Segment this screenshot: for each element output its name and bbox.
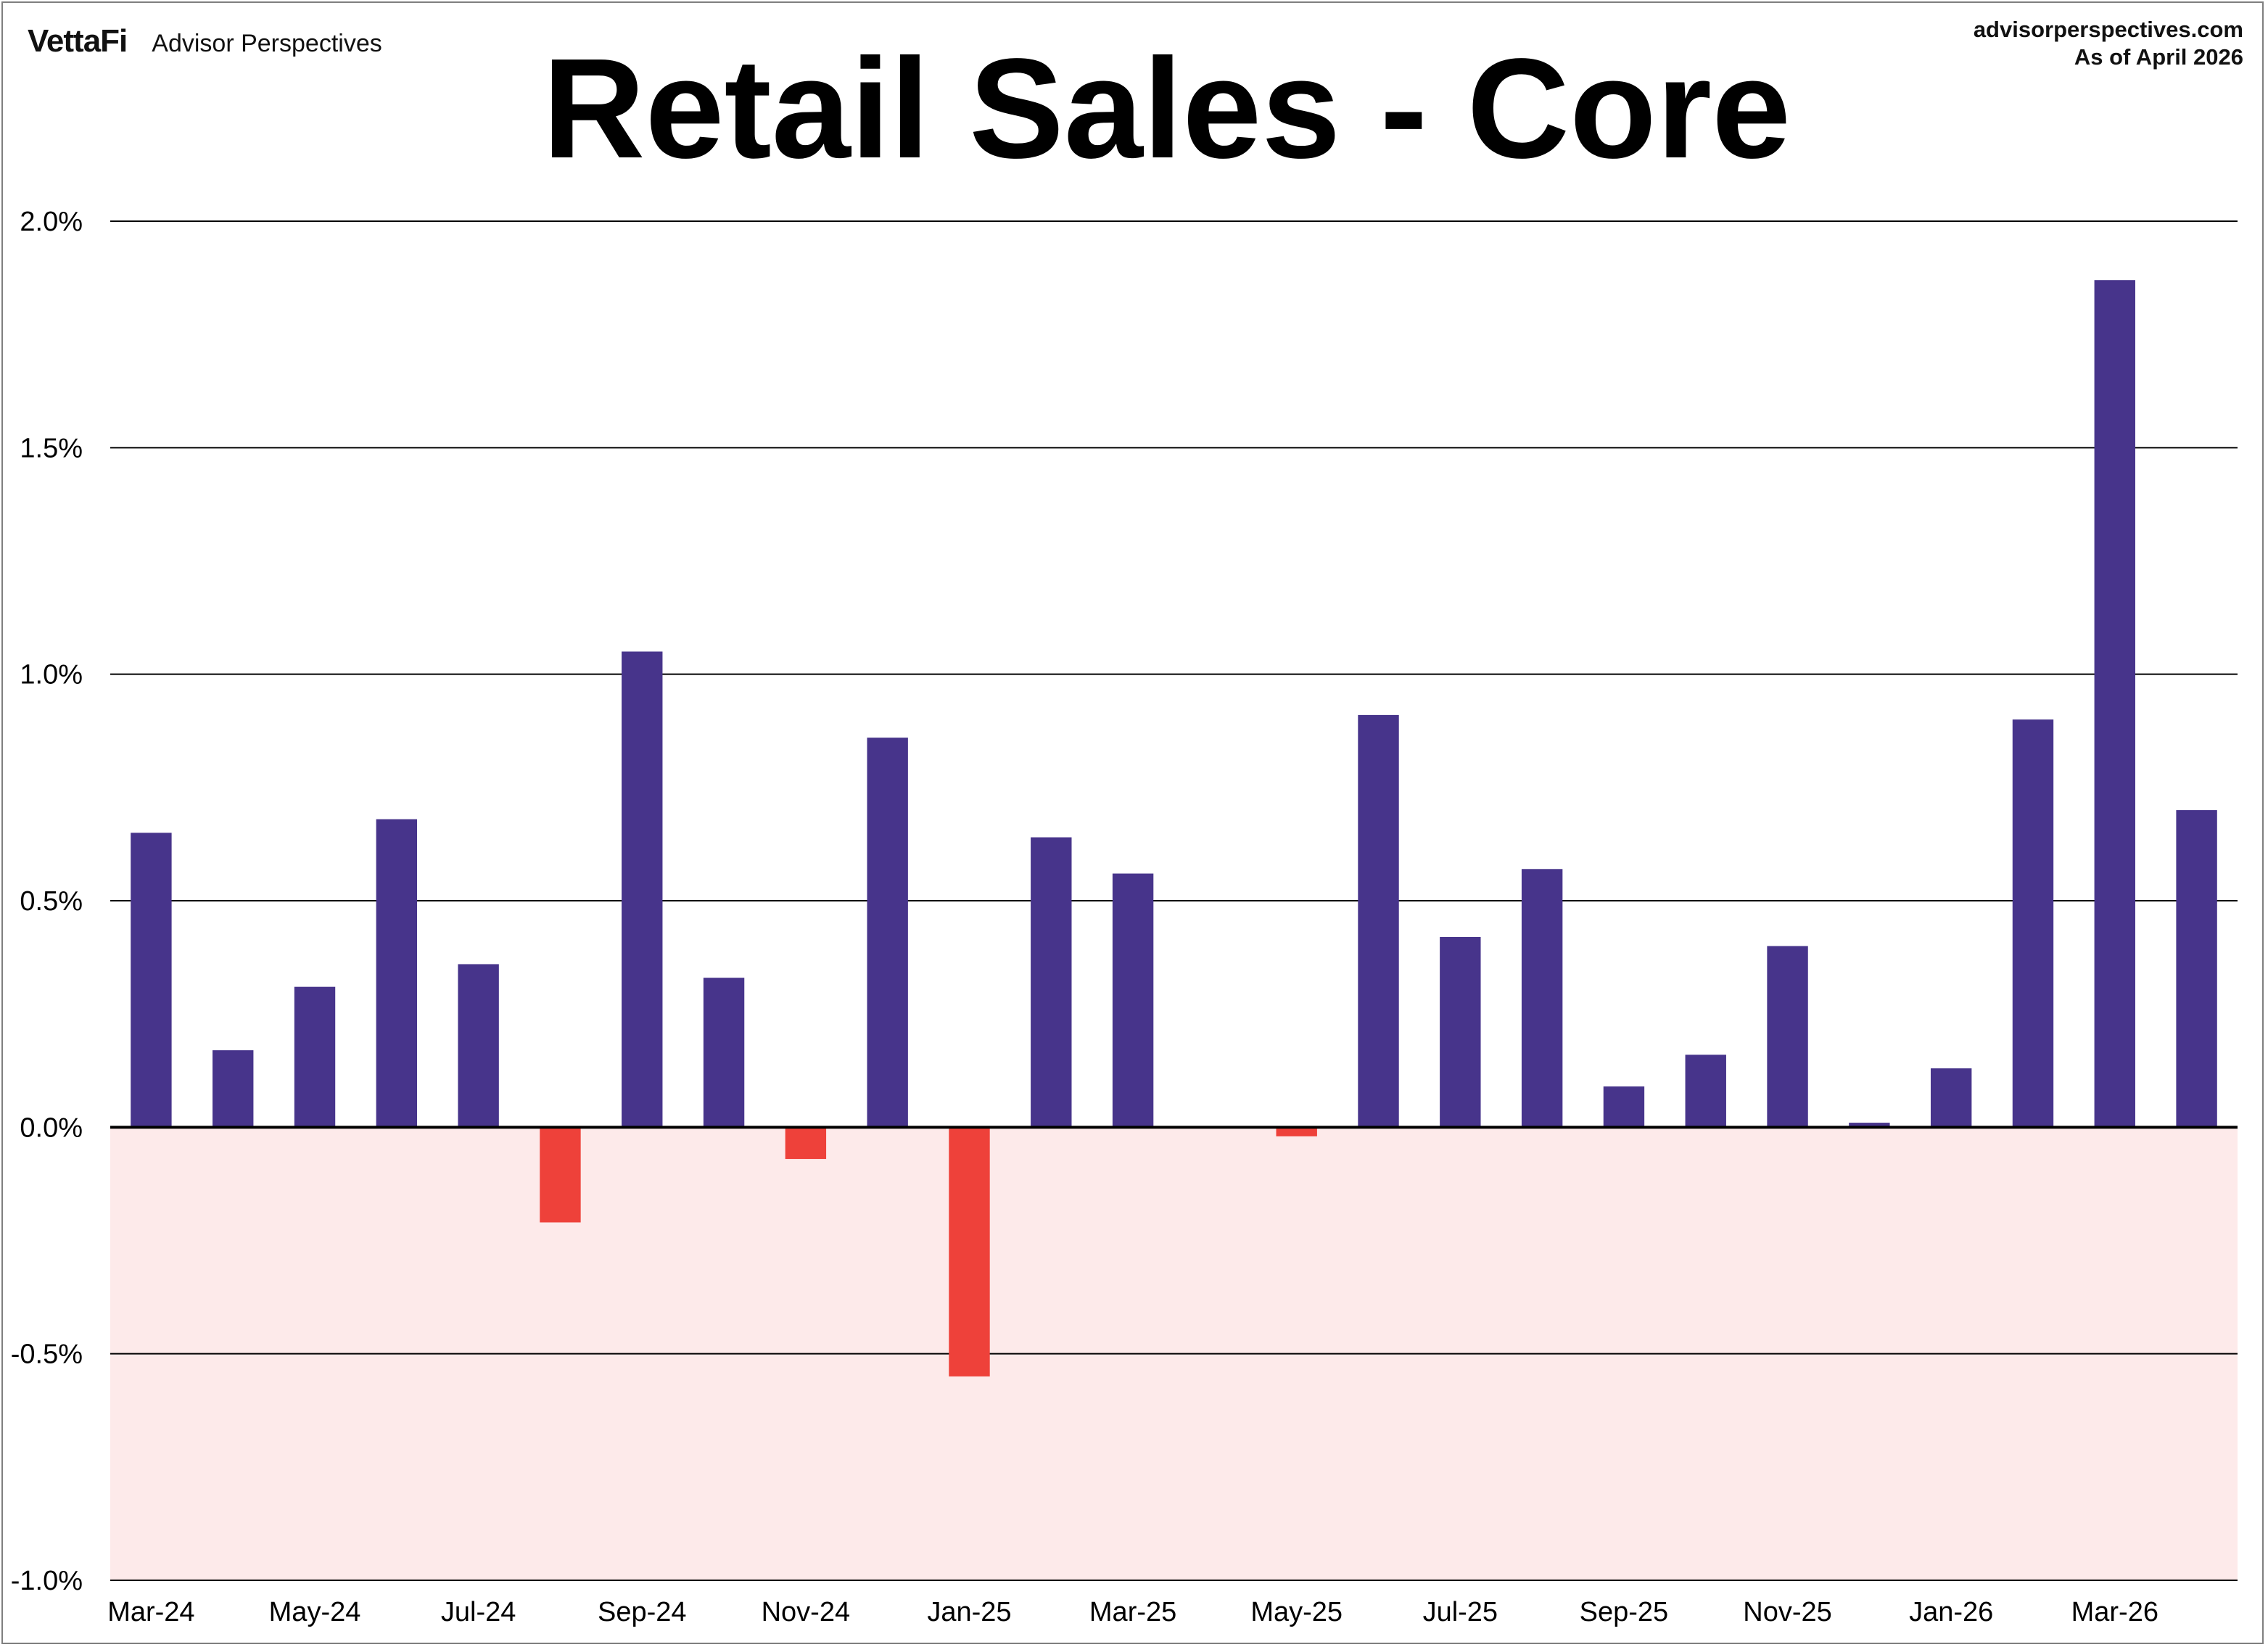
bar-Dec-25: [1849, 1123, 1890, 1128]
bar-Oct-24: [703, 978, 745, 1128]
brand-logo: VettaFi: [28, 23, 128, 59]
bar-Jul-25: [1440, 936, 1481, 1128]
y-tick-label: -0.5%: [11, 1340, 83, 1370]
bar-Aug-25: [1521, 869, 1563, 1128]
bar-Jun-24: [376, 819, 418, 1128]
x-tick-label: May-24: [269, 1597, 361, 1627]
source-block: advisorperspectives.com As of April 2026: [1974, 16, 2243, 71]
y-tick-label: 2.0%: [20, 207, 83, 237]
bar-Jan-25: [949, 1127, 990, 1376]
bar-Sep-25: [1603, 1086, 1645, 1128]
bar-Mar-26: [2094, 280, 2135, 1128]
bar-Apr-26: [2176, 810, 2217, 1128]
x-tick-label: Jan-25: [927, 1597, 1011, 1627]
x-tick-label: Jul-24: [441, 1597, 516, 1627]
bar-Jul-24: [458, 964, 499, 1128]
y-tick-label: 0.5%: [20, 886, 83, 917]
bar-May-25: [1276, 1127, 1317, 1136]
x-tick-label: Mar-25: [1089, 1597, 1176, 1627]
bar-Mar-24: [131, 833, 172, 1128]
y-tick-label: 1.0%: [20, 660, 83, 690]
bar-Aug-24: [540, 1127, 581, 1223]
x-tick-label: Jan-26: [1909, 1597, 1993, 1627]
bar-Sep-24: [622, 651, 663, 1128]
x-tick-label: Mar-24: [107, 1597, 194, 1627]
x-tick-label: Nov-24: [762, 1597, 851, 1627]
source-url: advisorperspectives.com: [1973, 17, 2243, 42]
x-tick-label: Sep-25: [1580, 1597, 1669, 1627]
chart-title: Retail Sales - Core: [542, 29, 1791, 188]
bar-Nov-25: [1767, 946, 1808, 1128]
x-tick-label: Mar-26: [2071, 1597, 2158, 1627]
x-tick-label: Sep-24: [598, 1597, 687, 1627]
bar-Jan-26: [1930, 1068, 1972, 1128]
bar-Dec-24: [867, 738, 908, 1128]
x-tick-label: Jul-25: [1423, 1597, 1498, 1627]
bar-Feb-26: [2012, 719, 2054, 1128]
bar-Feb-25: [1031, 837, 1072, 1128]
bar-Jun-25: [1358, 714, 1399, 1128]
x-tick-label: May-25: [1250, 1597, 1343, 1627]
bar-May-24: [294, 986, 336, 1128]
bar-Nov-24: [785, 1127, 827, 1160]
bar-Oct-25: [1685, 1054, 1726, 1128]
as-of-date: As of April 2026: [2074, 44, 2243, 70]
bar-Apr-24: [213, 1050, 254, 1128]
bar-Mar-25: [1112, 873, 1154, 1128]
y-tick-label: 1.5%: [20, 433, 83, 463]
y-tick-label: 0.0%: [20, 1113, 83, 1143]
y-tick-label: -1.0%: [11, 1566, 83, 1596]
brand: VettaFi Advisor Perspectives: [28, 23, 382, 59]
brand-name: Advisor Perspectives: [152, 30, 382, 57]
x-tick-label: Nov-25: [1743, 1597, 1832, 1627]
